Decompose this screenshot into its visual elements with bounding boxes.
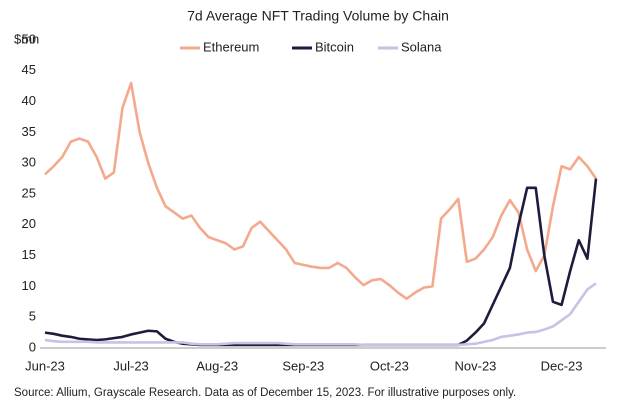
y-axis-label: $mn xyxy=(14,31,39,46)
x-tick-label: Aug-23 xyxy=(196,358,238,373)
legend-label: Bitcoin xyxy=(315,39,354,54)
x-tick-label: Jul-23 xyxy=(113,358,148,373)
x-tick-label: Dec-23 xyxy=(541,358,583,373)
y-tick-label: 30 xyxy=(22,155,36,170)
legend-label: Solana xyxy=(401,39,442,54)
y-tick-label: 20 xyxy=(22,216,36,231)
y-tick-label: 5 xyxy=(29,309,36,324)
source-note: Source: Allium, Grayscale Research. Data… xyxy=(14,387,516,399)
y-tick-label: 10 xyxy=(22,278,36,293)
x-tick-label: Jun-23 xyxy=(25,358,65,373)
y-tick-label: 45 xyxy=(22,62,36,77)
y-tick-label: 40 xyxy=(22,93,36,108)
y-tick-label: 15 xyxy=(22,247,36,262)
y-tick-label: 35 xyxy=(22,124,36,139)
y-tick-label: 0 xyxy=(29,339,36,354)
y-tick-label: 50 xyxy=(22,31,36,46)
x-tick-label: Oct-23 xyxy=(370,358,409,373)
legend-label: Ethereum xyxy=(203,39,259,54)
x-tick-label: Sep-23 xyxy=(282,358,324,373)
y-tick-label: 25 xyxy=(22,185,36,200)
chart-title: 7d Average NFT Trading Volume by Chain xyxy=(187,8,449,24)
x-tick-label: Nov-23 xyxy=(455,358,497,373)
series-line xyxy=(44,81,598,301)
series-line xyxy=(44,282,597,347)
